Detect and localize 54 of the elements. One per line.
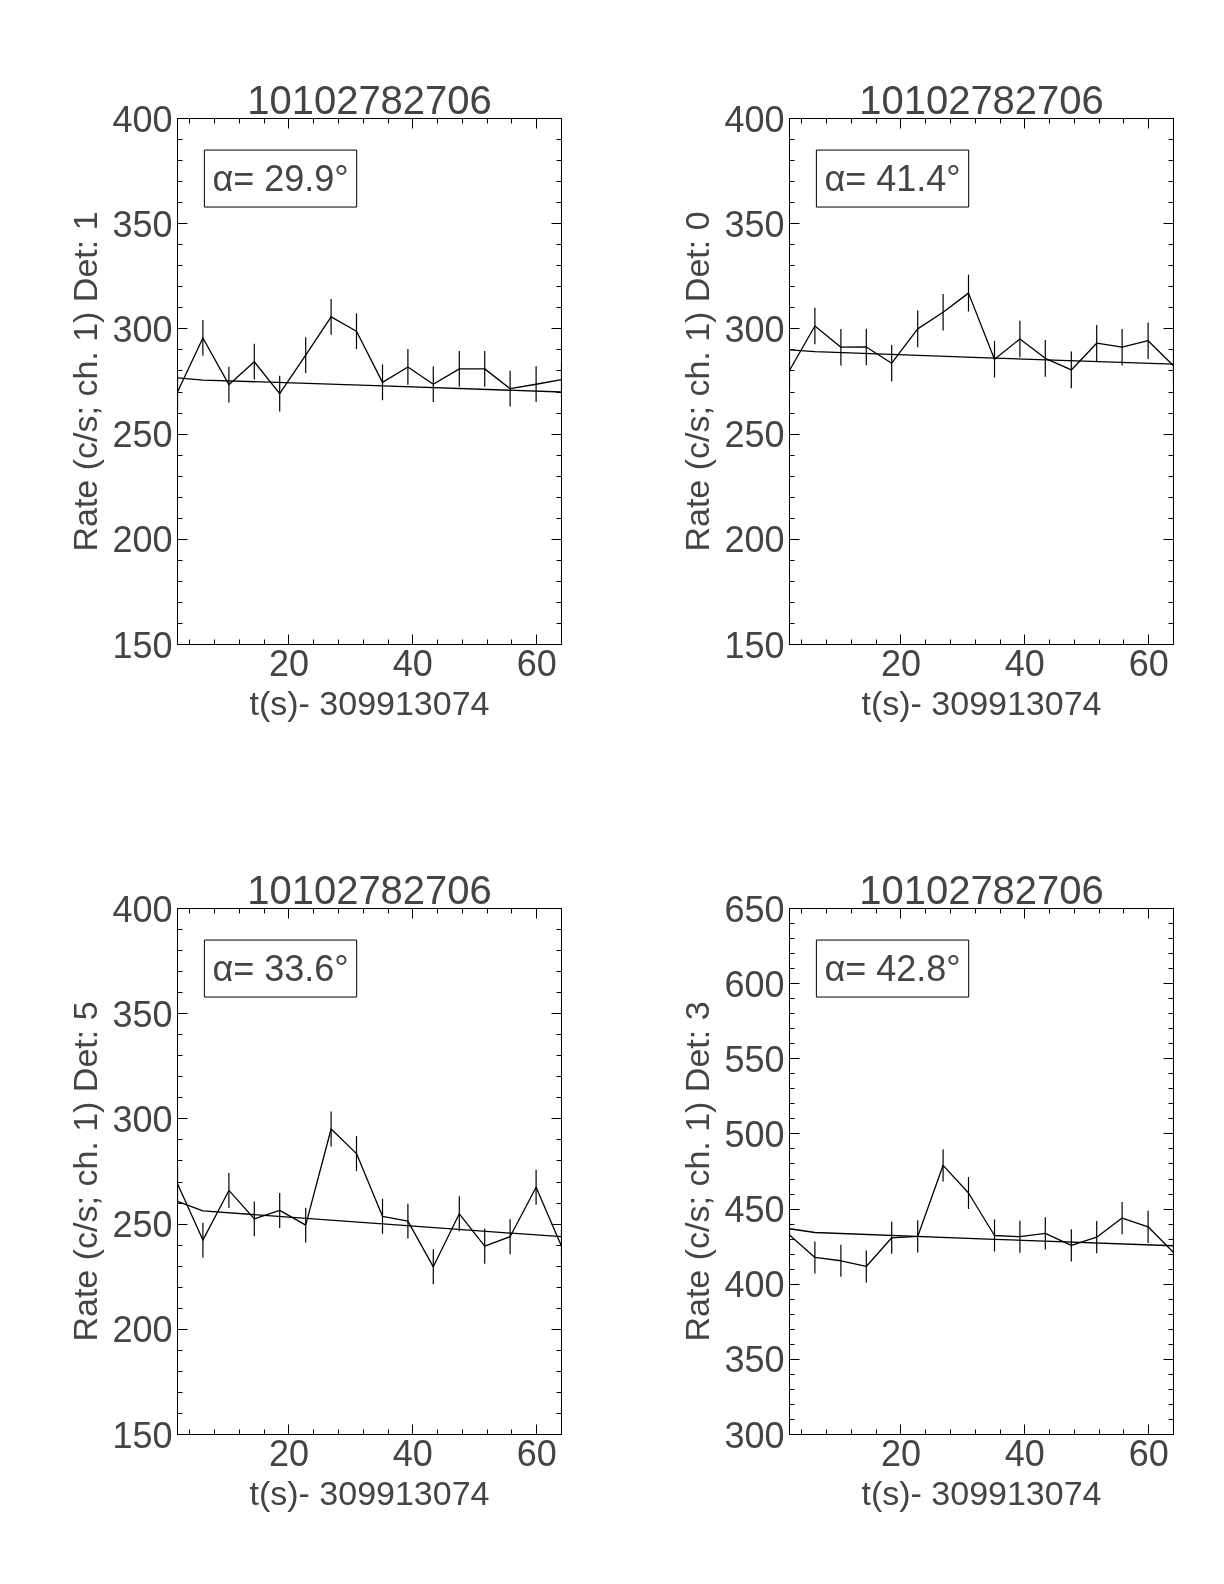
chart-title: 10102782706 xyxy=(859,77,1104,122)
y-tick-label: 300 xyxy=(112,308,173,350)
x-tick-label: 60 xyxy=(1128,642,1169,684)
y-axis-title: Rate (c/s; ch. 1) Det: 1 xyxy=(66,211,105,552)
x-tick-label: 60 xyxy=(1128,1432,1169,1474)
y-tick-label: 600 xyxy=(724,963,785,1005)
x-axis-title: t(s)- 309913074 xyxy=(861,683,1102,722)
x-axis-title: t(s)- 309913074 xyxy=(861,1473,1102,1512)
y-tick-label: 300 xyxy=(112,1098,173,1140)
y-tick-label: 400 xyxy=(112,888,173,930)
y-tick-label: 650 xyxy=(724,888,785,930)
y-tick-label: 400 xyxy=(112,98,173,140)
y-tick-label: 350 xyxy=(112,993,173,1035)
annotation: α= 41.4° xyxy=(824,158,961,200)
y-tick-label: 350 xyxy=(724,1339,785,1381)
y-tick-label: 200 xyxy=(112,1309,173,1351)
y-tick-label: 150 xyxy=(724,624,785,666)
y-tick-label: 150 xyxy=(112,1414,173,1456)
y-tick-label: 250 xyxy=(112,414,173,456)
x-tick-label: 20 xyxy=(880,642,922,684)
x-tick-label: 60 xyxy=(516,1432,557,1474)
x-axis-title: t(s)- 309913074 xyxy=(249,1473,490,1512)
y-tick-label: 250 xyxy=(112,1204,173,1246)
x-tick-label: 20 xyxy=(268,1432,310,1474)
y-tick-label: 250 xyxy=(724,414,785,456)
x-tick-label: 20 xyxy=(880,1432,922,1474)
y-tick-label: 500 xyxy=(724,1113,785,1155)
y-tick-label: 450 xyxy=(724,1189,785,1231)
y-tick-label: 550 xyxy=(724,1038,785,1080)
y-tick-label: 300 xyxy=(724,308,785,350)
annotation: α= 29.9° xyxy=(212,158,349,200)
x-tick-label: 40 xyxy=(392,1432,433,1474)
y-tick-label: 200 xyxy=(112,519,173,561)
x-axis-title: t(s)- 309913074 xyxy=(249,683,490,722)
x-tick-label: 40 xyxy=(1004,642,1045,684)
x-tick-label: 60 xyxy=(516,642,557,684)
y-tick-label: 200 xyxy=(724,519,785,561)
chart-title: 10102782706 xyxy=(247,77,492,122)
y-axis-title: Rate (c/s; ch. 1) Det: 0 xyxy=(678,211,717,552)
y-tick-label: 150 xyxy=(112,624,173,666)
x-tick-label: 40 xyxy=(392,642,433,684)
annotation: α= 42.8° xyxy=(824,948,961,990)
y-tick-label: 400 xyxy=(724,1264,785,1306)
y-tick-label: 350 xyxy=(112,203,173,245)
y-tick-label: 350 xyxy=(724,203,785,245)
chart-title: 10102782706 xyxy=(859,867,1104,912)
annotation: α= 33.6° xyxy=(212,948,349,990)
y-axis-title: Rate (c/s; ch. 1) Det: 3 xyxy=(678,1001,717,1342)
x-tick-label: 40 xyxy=(1004,1432,1045,1474)
y-axis-title: Rate (c/s; ch. 1) Det: 5 xyxy=(66,1001,105,1342)
y-tick-label: 400 xyxy=(724,98,785,140)
y-tick-label: 300 xyxy=(724,1414,785,1456)
x-tick-label: 20 xyxy=(268,642,310,684)
chart-title: 10102782706 xyxy=(247,867,492,912)
